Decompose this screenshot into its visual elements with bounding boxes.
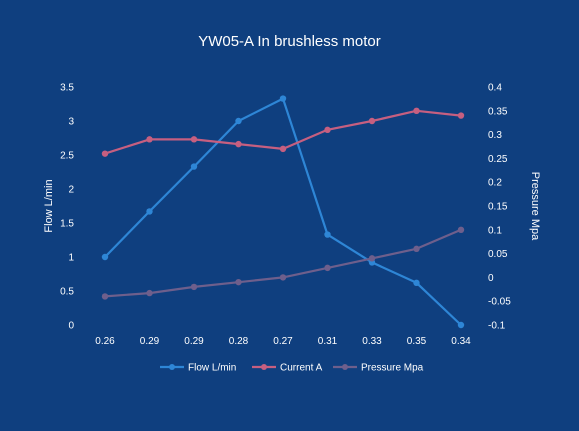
data-point-pressure-mpa — [146, 289, 153, 297]
y-tick-label: 2 — [68, 185, 74, 196]
data-point-pressure-mpa — [235, 278, 242, 286]
y2-tick-label: -0.05 — [488, 297, 511, 308]
left-axis-ticks: 0 0.5 1 1.5 2 2.5 3 3.5 — [60, 83, 74, 332]
legend-marker-current-a — [261, 364, 267, 370]
x-tick-label: 0.31 — [318, 336, 338, 347]
data-point-pressure-mpa — [101, 293, 109, 300]
x-tick-label: 0.29 — [140, 336, 160, 347]
data-point-current-a — [457, 112, 465, 119]
y-axis-title: Flow L/min — [43, 179, 55, 232]
data-point-current-a — [413, 107, 420, 115]
data-point-pressure-mpa — [324, 264, 331, 272]
y2-axis-title: Pressure Mpa — [529, 172, 541, 241]
y2-tick-label: 0.35 — [488, 106, 508, 117]
series-line-pressure-mpa — [104, 228, 462, 298]
y-tick-label: 0 — [68, 321, 74, 332]
y-tick-label: 2.5 — [60, 151, 74, 162]
data-point-current-a — [146, 136, 153, 143]
data-point-pressure-mpa — [279, 274, 287, 281]
data-point-current-a — [190, 136, 198, 143]
x-tick-label: 0.35 — [407, 336, 427, 347]
y2-tick-label: 0.3 — [488, 130, 502, 141]
data-point-pressure-mpa — [190, 283, 198, 291]
x-tick-label: 0.26 — [95, 336, 115, 347]
series-layer — [101, 95, 465, 329]
y-tick-label: 3 — [68, 117, 74, 128]
data-point-flow-l-min — [413, 279, 420, 287]
y2-tick-label: 0.25 — [488, 154, 508, 165]
data-point-pressure-mpa — [368, 255, 376, 262]
right-axis-ticks: -0.1 -0.05 0 0.05 0.1 0.15 0.2 0.25 0.3 0.35 0.4 — [488, 83, 511, 332]
y2-tick-label: 0.05 — [488, 249, 508, 260]
y2-tick-label: -0.1 — [488, 321, 506, 332]
y2-tick-label: 0.15 — [488, 202, 508, 213]
legend-marker-pressure-mpa — [342, 364, 348, 370]
legend-label-pressure-mpa: Pressure Mpa — [361, 363, 424, 374]
legend-label-current-a: Current A — [280, 363, 323, 374]
data-point-current-a — [368, 117, 376, 125]
data-point-current-a — [235, 140, 242, 148]
x-tick-label: 0.34 — [451, 336, 471, 347]
y-tick-label: 3.5 — [60, 83, 74, 94]
x-tick-label: 0.28 — [229, 336, 249, 347]
x-axis-ticks: 0.26 0.29 0.29 0.28 0.27 0.31 0.33 0.35 0.34 — [95, 336, 471, 347]
data-point-current-a — [324, 126, 331, 134]
legend: Flow L/min Current A Pressure Mpa — [160, 363, 424, 374]
y2-tick-label: 0.4 — [488, 83, 502, 94]
data-point-flow-l-min — [457, 321, 465, 329]
y-tick-label: 0.5 — [60, 287, 74, 298]
y-tick-label: 1 — [68, 253, 74, 264]
data-point-flow-l-min — [101, 253, 109, 261]
x-tick-label: 0.29 — [184, 336, 204, 347]
y2-tick-label: 0.1 — [488, 225, 502, 236]
y2-tick-label: 0.2 — [488, 178, 502, 189]
x-tick-label: 0.27 — [273, 336, 293, 347]
y2-tick-label: 0 — [488, 273, 494, 284]
y-tick-label: 1.5 — [60, 219, 74, 230]
legend-label-flow-l-min: Flow L/min — [188, 363, 236, 374]
data-point-flow-l-min — [235, 117, 242, 125]
legend-marker-flow-l-min — [169, 364, 175, 370]
data-point-flow-l-min — [324, 231, 331, 238]
data-point-pressure-mpa — [413, 245, 420, 253]
data-point-flow-l-min — [190, 163, 198, 170]
chart-title: YW05-A In brushless motor — [198, 33, 381, 50]
data-point-flow-l-min — [279, 95, 287, 102]
data-point-current-a — [101, 150, 109, 157]
data-point-flow-l-min — [146, 208, 153, 215]
data-point-pressure-mpa — [457, 226, 465, 233]
x-tick-label: 0.33 — [362, 336, 382, 347]
data-point-current-a — [279, 145, 287, 153]
